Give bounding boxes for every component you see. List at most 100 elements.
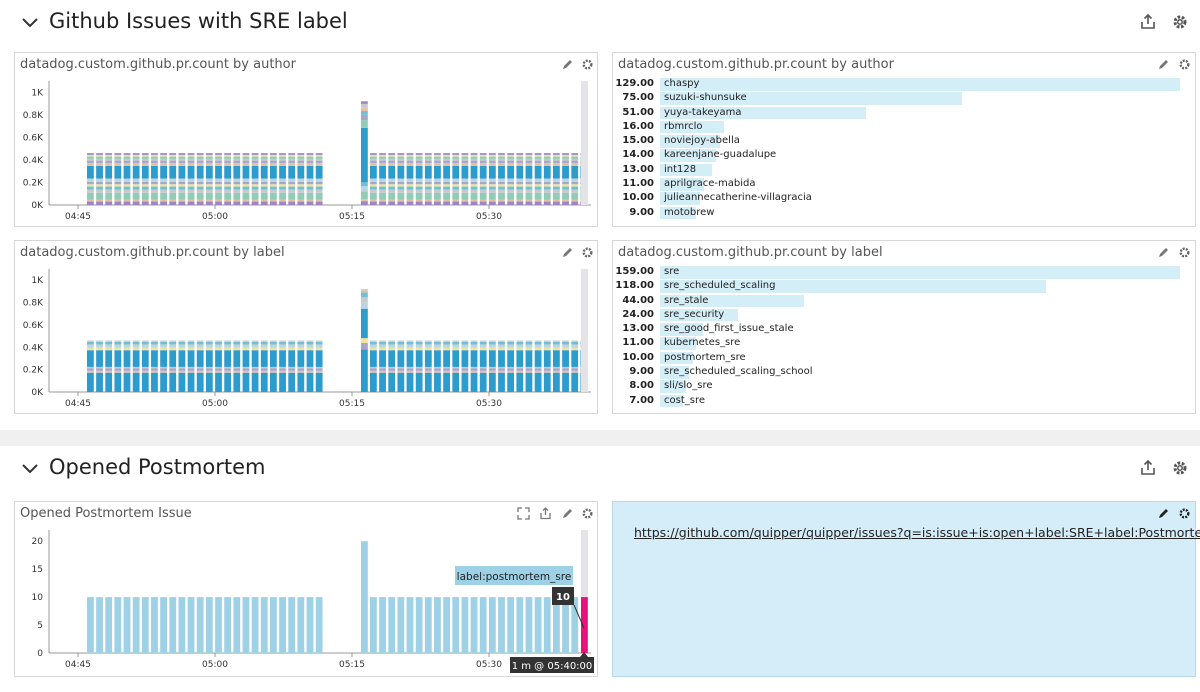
bar[interactable] [516,153,524,205]
gear-icon[interactable] [581,507,594,520]
bar[interactable] [132,153,140,205]
bar[interactable] [96,340,103,392]
bar[interactable] [507,340,515,392]
share-icon[interactable] [1139,459,1157,477]
bar[interactable] [562,153,569,205]
bar[interactable] [443,340,450,392]
gear-icon[interactable] [1178,507,1191,520]
bar[interactable] [488,340,496,392]
pencil-icon[interactable] [561,246,574,259]
bar[interactable] [562,340,569,392]
bar[interactable] [279,153,286,205]
toplist-row[interactable]: 118.00 sre_scheduled_scaling [613,279,1195,293]
widget-label-timeseries[interactable]: datadog.custom.github.pr.count by label … [14,240,598,414]
bar[interactable] [470,153,478,205]
bar[interactable] [470,597,478,653]
bar[interactable] [141,153,149,205]
bar[interactable] [379,340,386,392]
toplist-row[interactable]: 14.00 kareenjane-guadalupe [613,148,1195,162]
pencil-icon[interactable] [561,507,574,520]
bar[interactable] [297,340,305,392]
bar[interactable] [270,340,277,392]
bar[interactable] [571,597,579,653]
bar[interactable] [434,340,441,392]
bar[interactable] [215,340,222,392]
gear-icon[interactable] [1171,459,1189,477]
bar[interactable] [370,340,377,392]
toplist-row[interactable]: 10.00 postmortem_sre [613,351,1195,365]
bar[interactable] [461,597,469,653]
toplist-row[interactable]: 9.00 motobrew [613,206,1195,220]
gear-icon[interactable] [1178,58,1191,71]
bar[interactable] [132,597,140,653]
bar[interactable] [498,340,505,392]
bar[interactable] [406,597,414,653]
bar[interactable] [388,597,396,653]
bar[interactable] [233,340,241,392]
gear-icon[interactable] [1171,13,1189,31]
bar[interactable] [571,153,579,205]
bar[interactable] [415,597,423,653]
gear-icon[interactable] [581,246,594,259]
bar[interactable] [361,289,368,392]
toplist-row[interactable]: 75.00 suzuki-shunsuke [613,91,1195,105]
bar[interactable] [543,153,551,205]
bar[interactable] [288,340,296,392]
share-icon[interactable] [539,507,552,520]
bar[interactable] [543,597,551,653]
bar[interactable] [169,153,177,205]
bar[interactable] [205,153,213,205]
bar[interactable] [306,597,314,653]
bar[interactable] [306,340,314,392]
bar[interactable] [452,340,460,392]
bar[interactable] [306,153,314,205]
share-icon[interactable] [1139,13,1157,31]
bar[interactable] [571,340,579,392]
bar[interactable] [315,597,323,653]
bar[interactable] [205,340,213,392]
bar[interactable] [553,340,560,392]
toplist-row[interactable]: 24.00 sre_security [613,308,1195,322]
toplist-row[interactable]: 15.00 noviejoy-abella [613,134,1195,148]
pencil-icon[interactable] [1157,507,1170,520]
bar[interactable] [196,597,204,653]
widget-author-toplist[interactable]: datadog.custom.github.pr.count by author… [612,52,1196,227]
bar[interactable] [105,340,113,392]
bar[interactable] [415,153,423,205]
bar[interactable] [479,597,487,653]
bar[interactable] [151,340,158,392]
toplist-row[interactable]: 8.00 sli/slo_sre [613,379,1195,393]
bar[interactable] [553,153,560,205]
bar[interactable] [370,153,377,205]
bar[interactable] [507,153,515,205]
toplist-row[interactable]: 13.00 sre_good_first_issue_stale [613,322,1195,336]
bar[interactable] [132,340,140,392]
bar[interactable] [279,597,286,653]
bar[interactable] [361,101,368,205]
bar[interactable] [251,340,259,392]
bar[interactable] [470,340,478,392]
bar[interactable] [160,153,167,205]
bar[interactable] [87,340,94,392]
bar[interactable] [488,153,496,205]
bar[interactable] [288,153,296,205]
toplist-row[interactable]: 129.00 chaspy [613,77,1195,91]
bar[interactable] [397,340,405,392]
bar[interactable] [288,597,296,653]
bar[interactable] [141,340,149,392]
pencil-icon[interactable] [561,58,574,71]
bar[interactable] [424,153,432,205]
bar[interactable] [397,597,405,653]
bar[interactable] [233,597,241,653]
bar[interactable] [105,597,113,653]
toplist-row[interactable]: 159.00 sre [613,265,1195,279]
bar[interactable] [87,597,94,653]
toplist-row[interactable]: 7.00 cost_sre [613,394,1195,408]
bar[interactable] [443,153,450,205]
bar[interactable] [388,340,396,392]
bar[interactable] [534,153,542,205]
bar[interactable] [498,597,505,653]
bar-highlighted[interactable] [581,597,588,653]
